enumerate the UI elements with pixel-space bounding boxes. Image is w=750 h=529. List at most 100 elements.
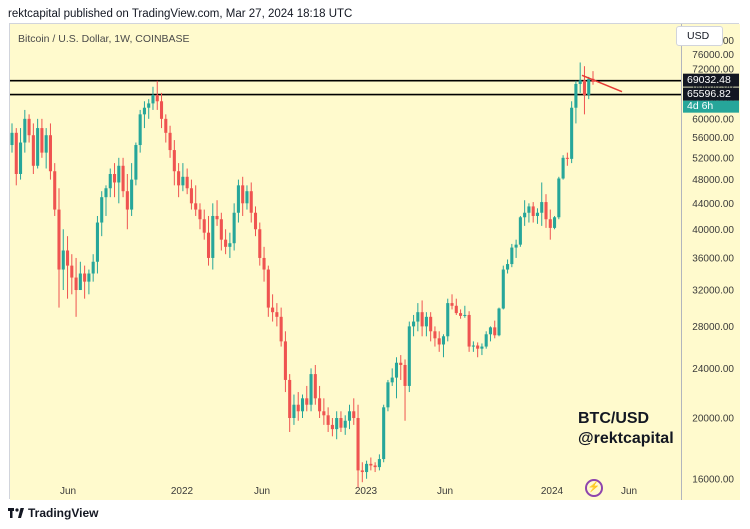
candle-body xyxy=(446,303,450,337)
candle-body xyxy=(215,215,219,220)
chart-frame[interactable]: 16000.00 20000.00 24000.00 28000.00 32000.00… xyxy=(9,23,740,500)
candle-body xyxy=(582,80,586,95)
candle-body xyxy=(463,314,467,316)
annotation-line xyxy=(581,74,623,93)
candle-body xyxy=(565,157,569,159)
candle-body xyxy=(523,212,527,218)
candle-body xyxy=(36,128,40,166)
candle-body xyxy=(83,273,87,282)
candle-body xyxy=(95,222,99,262)
candle-body xyxy=(91,261,95,274)
watermark-pair: BTC/USD xyxy=(578,410,650,427)
candle-body xyxy=(450,303,454,306)
candle-body xyxy=(31,135,35,166)
publish-header: rektcapital published on TradingView.com… xyxy=(8,8,353,20)
x-tick-label: 2024 xyxy=(541,486,564,497)
candle-body xyxy=(369,463,373,466)
candle-body xyxy=(121,165,125,192)
candle-body xyxy=(279,316,283,342)
x-tick-label: 2023 xyxy=(355,486,378,497)
price-label-upper: 69032.48 xyxy=(687,74,731,86)
candle-body xyxy=(561,157,565,179)
candle-body xyxy=(61,250,65,270)
candle-body xyxy=(236,185,240,213)
symbol-title: Bitcoin / U.S. Dollar, 1W, COINBASE xyxy=(18,33,190,45)
candlestick-chart[interactable]: 16000.00 20000.00 24000.00 28000.00 32000.00… xyxy=(10,24,740,500)
candle-body xyxy=(258,229,262,258)
countdown-label-bg xyxy=(683,100,739,113)
candle-body xyxy=(313,374,317,399)
candle-body xyxy=(527,206,531,213)
candle-body xyxy=(288,379,292,419)
tradingview-logo-icon xyxy=(8,507,24,521)
candle-body xyxy=(228,243,232,247)
y-tick-label: 32000.00 xyxy=(692,286,734,297)
candle-body xyxy=(181,176,185,186)
candle-body xyxy=(232,212,236,244)
candle-body xyxy=(266,269,270,308)
y-tick-label: 56000.00 xyxy=(692,133,734,144)
candle-body xyxy=(497,308,501,336)
candle-body xyxy=(540,202,544,213)
candle-body xyxy=(506,264,510,270)
candle-body xyxy=(172,150,176,172)
candle-body xyxy=(296,404,300,412)
footer-brand[interactable]: TradingView xyxy=(8,506,98,521)
candle-body xyxy=(570,107,574,159)
candle-body xyxy=(382,407,386,460)
candle-body xyxy=(429,316,433,332)
candle-body xyxy=(386,382,390,408)
x-tick-label: 2022 xyxy=(171,486,194,497)
candle-body xyxy=(40,128,44,153)
candle-body xyxy=(514,244,518,248)
candle-body xyxy=(117,165,121,183)
candle-body xyxy=(531,206,535,216)
candle-body xyxy=(454,305,458,314)
candle-body xyxy=(390,377,394,383)
y-tick-label: 52000.00 xyxy=(692,153,734,164)
price-label-lower-bg xyxy=(683,87,739,101)
candle-body xyxy=(399,362,403,365)
candle-body xyxy=(177,171,181,186)
candle-body xyxy=(241,185,245,204)
candle-body xyxy=(501,269,505,309)
candle-body xyxy=(352,411,356,419)
y-tick-label: 48000.00 xyxy=(692,175,734,186)
candle-body xyxy=(544,202,548,220)
candle-body xyxy=(360,470,364,473)
candle-body xyxy=(347,411,352,421)
candle-body xyxy=(185,176,189,189)
candle-body xyxy=(335,418,339,430)
candle-body xyxy=(125,191,129,210)
candle-body xyxy=(587,78,591,95)
candle-body xyxy=(57,209,61,270)
candle-body xyxy=(459,313,463,316)
candle-body xyxy=(19,142,23,174)
footer-brand-label: TradingView xyxy=(28,506,99,520)
lightning-icon[interactable]: ⚡ xyxy=(585,479,603,497)
currency-button[interactable]: USD xyxy=(676,26,723,46)
candle-body xyxy=(275,312,279,317)
y-tick-label: 72000.00 xyxy=(692,65,734,76)
candle-body xyxy=(407,326,411,386)
y-tick-label: 24000.00 xyxy=(692,364,734,375)
candle-body xyxy=(147,103,151,108)
candle-body xyxy=(305,398,309,405)
candle-body xyxy=(271,307,275,313)
candle-body xyxy=(578,80,582,84)
y-tick-label: 16000.00 xyxy=(692,474,734,485)
y-tick-label: 44000.00 xyxy=(692,199,734,210)
candle-body xyxy=(553,217,557,228)
candle-body xyxy=(155,94,159,102)
candle-body xyxy=(510,247,514,265)
candle-body xyxy=(23,118,27,143)
candle-body xyxy=(151,94,155,104)
candle-body xyxy=(480,346,484,349)
candle-body xyxy=(373,465,377,468)
candle-body xyxy=(189,188,193,204)
candle-body xyxy=(164,118,168,133)
author-watermark: BTC/USD @rektcapital xyxy=(578,409,674,449)
candle-body xyxy=(518,217,522,245)
candle-body xyxy=(420,312,424,327)
candle-body xyxy=(309,374,313,405)
